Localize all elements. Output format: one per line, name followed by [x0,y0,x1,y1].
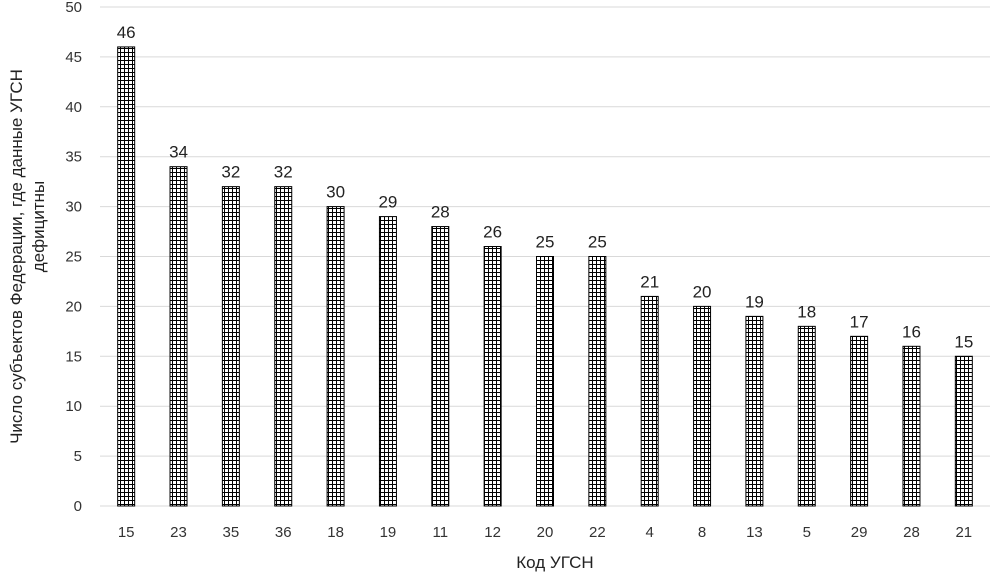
bar-outline [745,315,764,507]
bar-20 [536,256,554,506]
data-label: 21 [640,272,659,291]
x-tick-label: 22 [589,524,606,541]
data-label: 26 [483,223,502,242]
data-label: 25 [536,233,555,252]
bar-22 [588,256,606,506]
bar-15 [117,46,135,507]
bar-29 [850,336,868,506]
y-tick-label: 5 [74,448,82,465]
x-tick-label: 23 [170,524,187,541]
data-label: 30 [326,183,345,202]
y-axis-title-line-2: дефицитны [29,181,48,272]
data-label: 19 [745,292,764,311]
x-tick-label: 21 [955,524,972,541]
bar-18 [327,206,345,506]
data-label: 32 [221,163,240,182]
bar-outline [483,246,502,507]
bar-35 [222,186,240,506]
bar-outline [588,256,607,507]
x-tick-label: 8 [698,524,706,541]
bar-outline [326,206,345,507]
y-tick-label: 15 [65,348,82,365]
x-tick-label: 20 [537,524,554,541]
bar-outline [850,335,869,507]
bar-outline [221,186,240,507]
bar-19 [379,216,397,506]
x-tick-label: 18 [327,524,344,541]
bar-8 [693,306,711,506]
data-label: 18 [797,302,816,321]
data-label: 15 [954,332,973,351]
x-tick-label: 29 [851,524,868,541]
bar-outline [169,166,188,507]
data-label: 34 [169,143,188,162]
x-tick-label: 35 [223,524,240,541]
data-label: 20 [693,282,712,301]
x-tick-label: 15 [118,524,135,541]
bar-outline [640,295,659,507]
y-tick-label: 35 [65,149,82,166]
bar-13 [745,316,763,506]
x-tick-label: 5 [803,524,811,541]
bar-23 [170,166,188,506]
data-labels: 46 34 32 32 30 29 28 26 25 25 21 20 19 18 17 16 15 [117,23,974,351]
data-label: 29 [378,193,397,212]
y-tick-label: 45 [65,49,82,66]
bar-outline [902,345,921,507]
bar-11 [431,226,449,506]
bar-outline [274,186,293,507]
y-axis-title-line-1: Число субъектов Федерации, где данные УГ… [7,69,26,444]
bar-5 [798,326,816,506]
x-tick-label: 12 [484,524,501,541]
bar-outline [431,226,450,507]
bar-outline [797,325,816,507]
bar-outline [117,46,136,507]
y-tick-label: 30 [65,199,82,216]
x-tick-label: 36 [275,524,292,541]
y-tick-label: 20 [65,298,82,315]
bar-21 [955,356,973,506]
bar-28 [902,346,920,506]
bar-outline [693,305,712,507]
y-tick-label: 10 [65,398,82,415]
y-axis-title: Число субъектов Федерации, где данные УГ… [7,69,48,444]
data-label: 32 [274,163,293,182]
x-tick-label: 28 [903,524,920,541]
data-label: 16 [902,322,921,341]
bar-outline [954,355,973,507]
data-label: 46 [117,23,136,42]
y-tick-label: 50 [65,0,82,16]
x-axis-title: Код УГСН [516,553,593,572]
bar-4 [641,296,659,506]
x-tick-label: 19 [380,524,397,541]
bars [117,46,973,507]
bar-12 [484,246,502,506]
y-tick-label: 0 [74,498,82,515]
x-tick-label: 4 [646,524,654,541]
data-label: 25 [588,233,607,252]
bar-outline [378,216,397,507]
x-axis-tick-labels: 15 23 35 36 18 19 11 12 20 22 4 8 13 5 29 28 21 [118,524,972,541]
data-label: 17 [850,312,869,331]
y-axis-tick-labels: 0 5 10 15 20 25 30 35 40 45 50 [65,0,82,515]
y-tick-label: 25 [65,249,82,266]
bar-outline [536,256,554,507]
bar-36 [274,186,292,506]
x-tick-label: 13 [746,524,763,541]
y-tick-label: 40 [65,99,82,116]
data-label: 28 [431,203,450,222]
x-tick-label: 11 [433,524,449,541]
